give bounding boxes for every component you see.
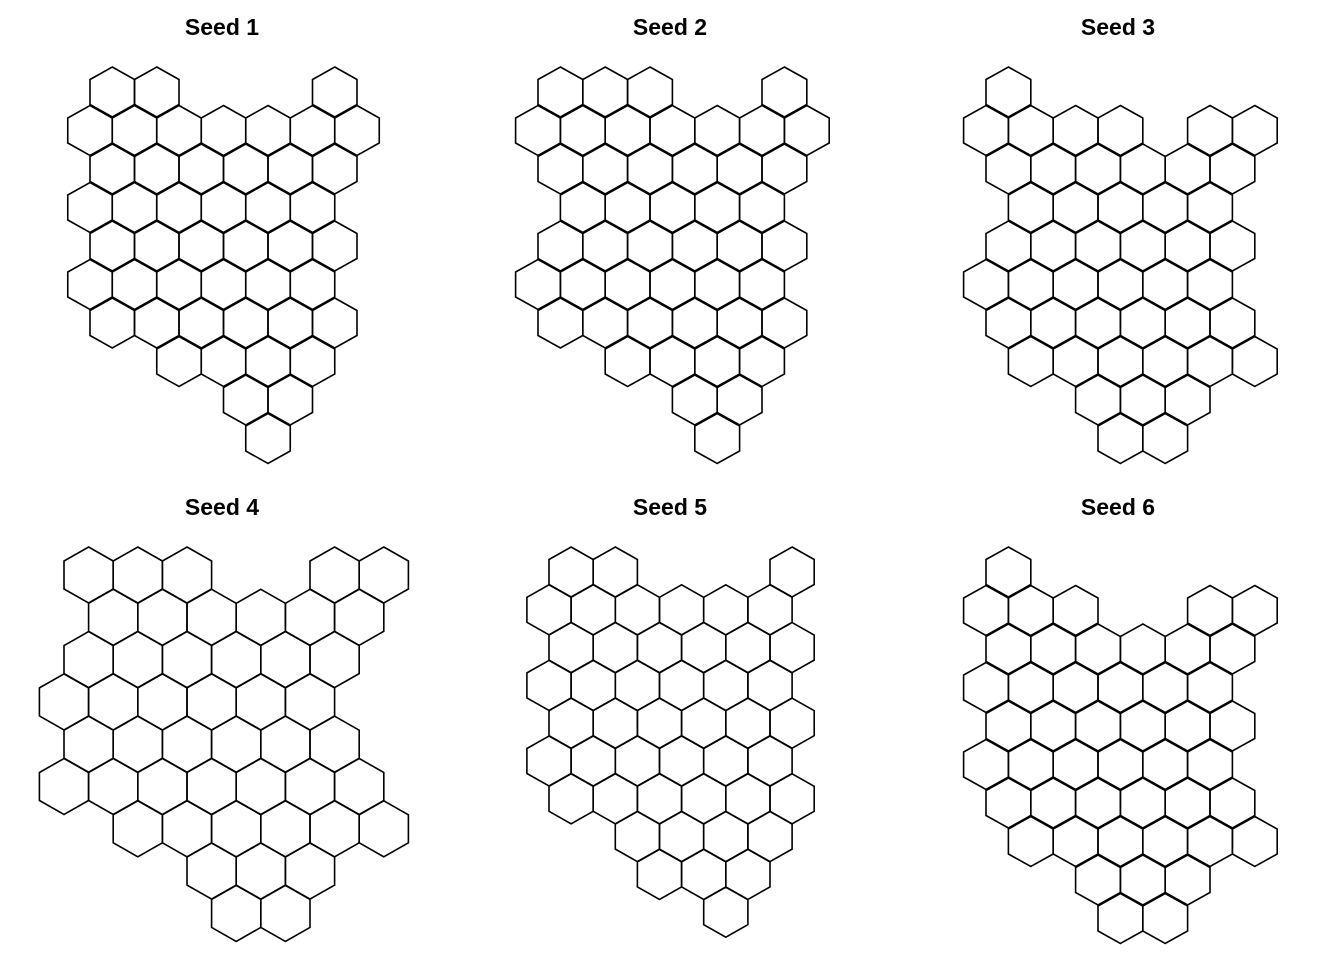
hex-cell	[311, 220, 358, 272]
hex-cell	[1186, 661, 1234, 714]
hex-cell	[358, 799, 410, 858]
hex-cells	[514, 66, 831, 465]
hex-cell	[761, 66, 808, 118]
panel-title: Seed 2	[633, 14, 707, 40]
hex-cell	[761, 297, 808, 349]
panel-seed-2: Seed 2	[514, 14, 831, 465]
hex-cell	[289, 181, 336, 234]
hex-cell	[738, 335, 786, 388]
hex-cells	[962, 66, 1278, 465]
panel-seed-3: Seed 3	[962, 14, 1278, 465]
hex-cell	[311, 66, 358, 118]
hex-cell	[761, 220, 808, 272]
hex-cell	[1209, 700, 1256, 752]
hex-cell	[985, 546, 1032, 598]
hex-cell	[1209, 220, 1256, 272]
hex-cell	[783, 104, 831, 157]
hex-cell	[626, 66, 674, 118]
hex-cell	[267, 374, 314, 426]
hex-cell	[333, 104, 381, 157]
panel-title: Seed 1	[185, 14, 259, 40]
hex-cell	[738, 258, 786, 311]
hex-cell	[1231, 335, 1278, 388]
hex-cell	[1164, 374, 1211, 426]
hex-cell	[289, 258, 336, 311]
panel-title: Seed 3	[1081, 14, 1155, 40]
hex-cell	[311, 297, 358, 349]
hex-cell	[1097, 104, 1144, 157]
panel-seed-6: Seed 6	[962, 494, 1278, 945]
hex-cell	[1186, 258, 1234, 311]
hex-cell	[1209, 623, 1256, 675]
hex-cell	[1186, 738, 1234, 791]
hex-cell	[289, 335, 336, 388]
panel-seed-5: Seed 5	[526, 494, 816, 939]
hex-cell	[244, 412, 292, 465]
panel-title: Seed 6	[1081, 494, 1155, 520]
hex-cell	[1231, 104, 1278, 157]
hex-cell	[693, 412, 741, 465]
hex-cell	[311, 143, 358, 195]
hex-cell	[259, 884, 311, 943]
hex-cell	[985, 66, 1032, 118]
hex-cell	[1142, 412, 1189, 465]
hex-cell	[133, 66, 180, 118]
hex-cell	[702, 886, 749, 939]
hex-cell	[1164, 854, 1211, 906]
hex-cell	[738, 181, 786, 234]
hex-cell	[1052, 584, 1099, 637]
hex-cell	[1231, 584, 1278, 637]
hex-cell	[716, 374, 763, 426]
hex-cell	[1186, 181, 1234, 234]
hex-cells	[38, 546, 410, 943]
hex-cell	[1209, 143, 1256, 195]
hex-cells	[66, 66, 381, 465]
hex-cell	[1209, 297, 1256, 349]
hex-cells	[962, 546, 1278, 945]
hex-cell	[761, 143, 808, 195]
panel-title: Seed 5	[633, 494, 707, 520]
hex-cell	[1209, 777, 1256, 829]
hex-cell	[1142, 892, 1189, 945]
panel-seed-4: Seed 4	[38, 494, 410, 943]
hex-cell	[1231, 815, 1278, 868]
hex-cells	[526, 546, 816, 939]
panel-title: Seed 4	[185, 494, 259, 520]
panel-seed-1: Seed 1	[66, 14, 381, 465]
